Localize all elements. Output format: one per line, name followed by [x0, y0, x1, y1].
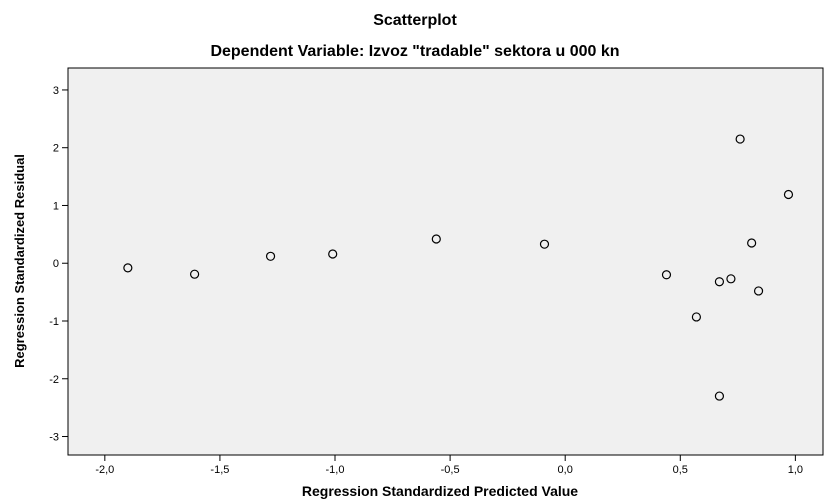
y-axis-label: Regression Standardized Residual [12, 154, 27, 368]
y-tick-label: 3 [53, 85, 59, 97]
data-point [714, 391, 725, 401]
y-tick-label: -3 [49, 432, 59, 444]
data-point [783, 189, 794, 200]
data-point [714, 277, 725, 287]
x-tick-label: 1,0 [788, 464, 803, 476]
data-point [539, 239, 550, 249]
y-tick-label: -1 [49, 316, 59, 328]
plot-area [67, 67, 824, 456]
x-tick-label: 0,5 [673, 464, 688, 476]
x-tick-label: 0,0 [558, 464, 573, 476]
data-point [726, 274, 736, 284]
data-point [747, 238, 757, 248]
x-tick-label: -1,5 [210, 464, 229, 476]
x-axis: -2,0 -1,5 -1,0 -0,5 0,0 0,5 1,0 [95, 455, 803, 476]
data-point [123, 263, 133, 273]
data-points [123, 134, 794, 401]
y-tick-label: 2 [53, 143, 59, 155]
y-tick-label: 1 [53, 200, 59, 212]
data-point [661, 270, 672, 280]
y-tick-label: -2 [49, 374, 59, 386]
chart-title: Scatterplot [373, 12, 457, 29]
x-axis-label: Regression Standardized Predicted Value [302, 483, 578, 499]
chart-subtitle: Dependent Variable: Izvoz "tradable" sek… [210, 43, 619, 60]
data-point [190, 269, 200, 279]
y-axis: 3 2 1 0 -1 -2 -3 [49, 85, 68, 444]
x-tick-label: -0,5 [441, 464, 460, 476]
data-point [265, 251, 276, 261]
data-point [328, 249, 338, 259]
x-tick-label: -1,0 [326, 464, 345, 476]
data-point [735, 134, 745, 144]
y-tick-label: 0 [53, 258, 59, 270]
data-point [431, 234, 441, 244]
data-point [691, 312, 701, 322]
data-point [753, 286, 764, 296]
x-tick-label: -2,0 [95, 464, 114, 476]
